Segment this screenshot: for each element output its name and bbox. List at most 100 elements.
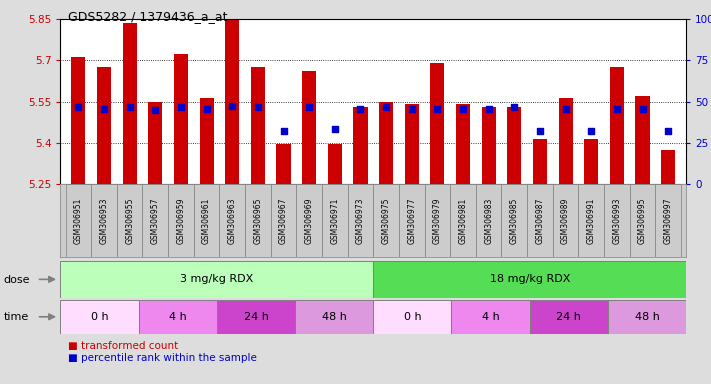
Text: GSM306955: GSM306955	[125, 197, 134, 244]
Point	[534, 127, 545, 134]
Bar	[71, 57, 85, 184]
Point	[329, 126, 341, 132]
Text: 24 h: 24 h	[557, 312, 581, 322]
Bar	[295, 300, 373, 334]
Point	[176, 104, 187, 110]
Point	[355, 106, 366, 112]
Bar	[552, 184, 579, 257]
Text: GSM306957: GSM306957	[151, 197, 160, 244]
Text: GSM306991: GSM306991	[587, 198, 596, 244]
Bar	[91, 184, 117, 257]
Point	[149, 107, 161, 113]
Text: 48 h: 48 h	[322, 312, 346, 322]
Point	[380, 104, 392, 110]
Text: GSM306995: GSM306995	[638, 197, 647, 244]
Point	[227, 103, 238, 109]
Bar	[65, 184, 91, 257]
Point	[637, 106, 648, 112]
Bar	[322, 184, 348, 257]
Bar	[217, 300, 295, 334]
Bar	[245, 184, 271, 257]
Point	[432, 106, 443, 112]
Text: GSM306969: GSM306969	[305, 197, 314, 244]
Bar	[405, 104, 419, 184]
Bar	[348, 184, 373, 257]
Point	[98, 106, 109, 112]
Point	[457, 106, 469, 112]
Bar	[476, 184, 501, 257]
Text: GSM306975: GSM306975	[382, 197, 390, 244]
Point	[278, 127, 289, 134]
Text: GDS5282 / 1379436_a_at: GDS5282 / 1379436_a_at	[68, 10, 227, 23]
Text: ■ transformed count: ■ transformed count	[68, 341, 178, 351]
Bar	[584, 139, 598, 184]
Text: GSM306985: GSM306985	[510, 198, 519, 244]
Point	[483, 106, 494, 112]
Point	[663, 127, 674, 134]
Bar	[220, 184, 245, 257]
Text: GSM306993: GSM306993	[612, 197, 621, 244]
Bar	[200, 98, 213, 184]
Bar	[142, 184, 168, 257]
Bar	[604, 184, 630, 257]
Text: dose: dose	[4, 275, 30, 285]
Point	[611, 106, 623, 112]
Bar	[122, 23, 137, 184]
Bar	[373, 261, 686, 298]
Text: ■ percentile rank within the sample: ■ percentile rank within the sample	[68, 353, 257, 363]
Point	[201, 106, 213, 112]
Bar	[97, 67, 111, 184]
Text: 0 h: 0 h	[404, 312, 421, 322]
Bar	[507, 107, 521, 184]
Bar	[430, 63, 444, 184]
Bar	[630, 184, 656, 257]
Text: GSM306971: GSM306971	[331, 198, 339, 244]
Text: 18 mg/kg RDX: 18 mg/kg RDX	[489, 274, 570, 285]
Bar	[373, 184, 399, 257]
Bar	[450, 184, 476, 257]
Bar	[168, 184, 194, 257]
Bar	[451, 300, 530, 334]
Bar	[149, 102, 162, 184]
Text: GSM306979: GSM306979	[433, 197, 442, 244]
Bar	[661, 150, 675, 184]
Text: 3 mg/kg RDX: 3 mg/kg RDX	[180, 274, 254, 285]
Bar	[194, 184, 220, 257]
Text: GSM306967: GSM306967	[279, 197, 288, 244]
Bar	[139, 300, 217, 334]
Point	[124, 104, 135, 110]
Bar	[608, 300, 686, 334]
Text: time: time	[4, 312, 29, 322]
Text: GSM306951: GSM306951	[74, 198, 83, 244]
Bar	[251, 67, 265, 184]
Bar	[60, 261, 373, 298]
Text: GSM306963: GSM306963	[228, 197, 237, 244]
Text: 48 h: 48 h	[635, 312, 659, 322]
Bar	[328, 144, 342, 184]
Text: GSM306989: GSM306989	[561, 198, 570, 244]
Bar	[174, 55, 188, 184]
Bar	[533, 139, 547, 184]
Point	[73, 104, 84, 110]
Text: GSM306965: GSM306965	[253, 197, 262, 244]
Bar	[353, 107, 368, 184]
Text: 4 h: 4 h	[169, 312, 186, 322]
Bar	[579, 184, 604, 257]
Text: 24 h: 24 h	[244, 312, 268, 322]
Bar	[530, 300, 608, 334]
Bar	[277, 144, 291, 184]
Text: GSM306987: GSM306987	[535, 198, 545, 244]
Point	[304, 104, 315, 110]
Text: GSM306959: GSM306959	[176, 197, 186, 244]
Text: GSM306997: GSM306997	[663, 197, 673, 244]
Text: GSM306981: GSM306981	[459, 198, 468, 244]
Text: 4 h: 4 h	[482, 312, 499, 322]
Bar	[656, 184, 681, 257]
Bar	[399, 184, 424, 257]
Text: GSM306953: GSM306953	[100, 197, 109, 244]
Text: GSM306977: GSM306977	[407, 197, 416, 244]
Bar	[373, 300, 451, 334]
Point	[252, 104, 264, 110]
Bar	[610, 67, 624, 184]
Text: GSM306961: GSM306961	[202, 198, 211, 244]
